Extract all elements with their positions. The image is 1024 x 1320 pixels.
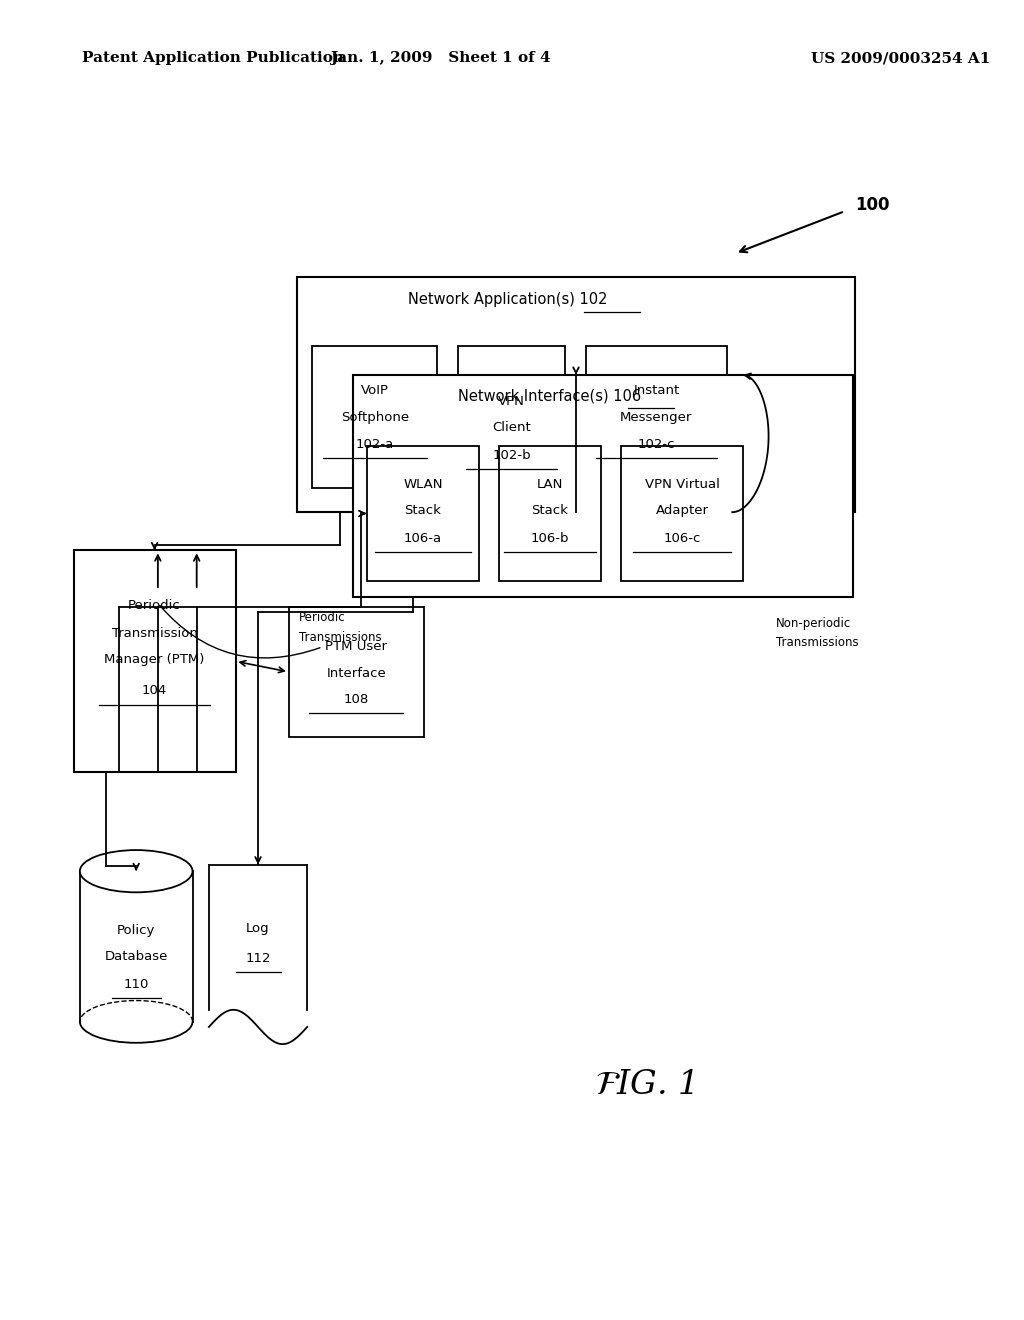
Bar bbox=[312, 346, 437, 488]
Text: Client: Client bbox=[493, 421, 530, 434]
Bar bbox=[289, 607, 424, 737]
Text: VoIP: VoIP bbox=[360, 384, 389, 397]
Text: PTM User: PTM User bbox=[326, 640, 387, 653]
Text: Instant: Instant bbox=[633, 384, 680, 397]
Text: Manager (PTM): Manager (PTM) bbox=[104, 653, 205, 667]
Bar bbox=[297, 277, 855, 512]
Text: Periodic: Periodic bbox=[128, 599, 181, 612]
Bar bbox=[367, 446, 479, 581]
Text: 104: 104 bbox=[142, 684, 167, 697]
Text: LAN: LAN bbox=[537, 478, 563, 491]
Text: Transmissions: Transmissions bbox=[776, 636, 859, 649]
Text: Stack: Stack bbox=[404, 504, 441, 517]
Text: Patent Application Publication: Patent Application Publication bbox=[82, 51, 344, 65]
Text: 110: 110 bbox=[124, 978, 148, 991]
Text: Non-periodic: Non-periodic bbox=[776, 616, 851, 630]
Text: Messenger: Messenger bbox=[621, 411, 692, 424]
Bar bbox=[458, 346, 565, 488]
Text: 100: 100 bbox=[855, 195, 890, 214]
Text: 108: 108 bbox=[344, 693, 369, 706]
Text: 102-b: 102-b bbox=[493, 449, 530, 462]
Text: Transmission: Transmission bbox=[112, 627, 198, 640]
Text: 106-a: 106-a bbox=[403, 532, 442, 545]
Bar bbox=[74, 550, 236, 772]
Text: 112: 112 bbox=[246, 953, 270, 965]
Text: 106-c: 106-c bbox=[664, 532, 700, 545]
Text: WLAN: WLAN bbox=[403, 478, 442, 491]
Text: $\mathcal{F}$IG. 1: $\mathcal{F}$IG. 1 bbox=[595, 1069, 695, 1101]
Text: Adapter: Adapter bbox=[655, 504, 709, 517]
Bar bbox=[80, 871, 193, 1022]
Text: Periodic: Periodic bbox=[299, 611, 346, 624]
Bar bbox=[586, 346, 727, 488]
Text: 102-a: 102-a bbox=[355, 438, 394, 451]
Text: Jan. 1, 2009   Sheet 1 of 4: Jan. 1, 2009 Sheet 1 of 4 bbox=[330, 51, 551, 65]
Ellipse shape bbox=[80, 850, 193, 892]
Text: Log: Log bbox=[246, 923, 270, 935]
Text: Network Interface(s) 106: Network Interface(s) 106 bbox=[459, 388, 641, 404]
Bar bbox=[621, 446, 743, 581]
Text: Stack: Stack bbox=[531, 504, 568, 517]
Text: Interface: Interface bbox=[327, 667, 386, 680]
Text: VPN Virtual: VPN Virtual bbox=[644, 478, 720, 491]
Text: Policy: Policy bbox=[117, 924, 156, 937]
Text: Database: Database bbox=[104, 950, 168, 964]
Bar bbox=[499, 446, 601, 581]
Text: 102-c: 102-c bbox=[638, 438, 675, 451]
Text: VPN: VPN bbox=[498, 395, 525, 408]
Text: 106-b: 106-b bbox=[530, 532, 569, 545]
Text: Transmissions: Transmissions bbox=[299, 631, 382, 644]
Text: Network Application(s) 102: Network Application(s) 102 bbox=[409, 292, 607, 308]
Text: Softphone: Softphone bbox=[341, 411, 409, 424]
Text: US 2009/0003254 A1: US 2009/0003254 A1 bbox=[811, 51, 991, 65]
Bar bbox=[353, 375, 853, 597]
